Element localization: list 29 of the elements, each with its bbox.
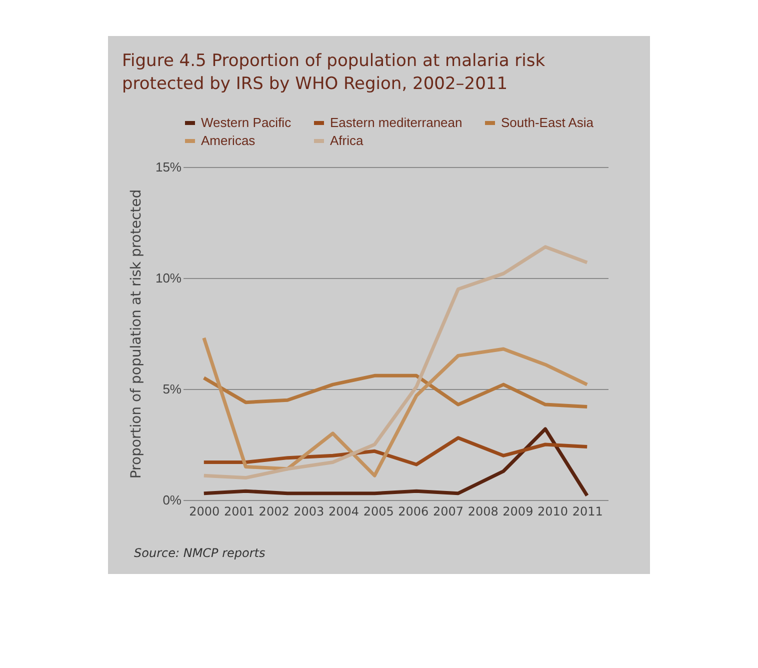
x-tick-label: 2008	[468, 504, 498, 518]
y-tick-label: 5%	[162, 382, 182, 396]
x-tick-label: 2009	[502, 504, 534, 518]
line-series	[202, 427, 589, 498]
legend-label: Americas	[201, 133, 256, 148]
y-tick-label: 15%	[155, 160, 182, 174]
line-series	[202, 374, 589, 409]
x-tick-label: 2000	[189, 504, 220, 518]
x-tick-label: 2005	[363, 504, 394, 518]
x-tick-label: 2002	[258, 504, 290, 518]
line-series	[202, 245, 589, 480]
x-tick-label: 2010	[537, 504, 568, 518]
x-tick-label: 2004	[328, 504, 360, 518]
source-note: Source: NMCP reports	[134, 546, 266, 560]
y-axis-title: Proportion of population at risk protected	[128, 189, 144, 479]
x-tick-label: 2001	[224, 504, 255, 518]
legend-label: Eastern mediterranean	[330, 115, 462, 130]
y-tick-label: 10%	[155, 270, 182, 286]
y-tick-label: 0%	[162, 492, 182, 508]
chart-title: Figure 4.5 Proportion of population at malaria risk protected by IRS by WHO Region, 2002–2011	[122, 50, 546, 96]
x-tick-label: 2003	[294, 504, 324, 518]
x-tick-label: 2006	[398, 504, 429, 518]
x-tick-label: 2007	[432, 504, 464, 518]
x-tick-label: 2011	[572, 504, 603, 518]
legend-label: South-East Asia	[501, 115, 594, 130]
line-series	[202, 336, 589, 478]
line-series	[202, 436, 589, 466]
legend-label: Western Pacific	[201, 115, 292, 130]
legend-label: Africa	[330, 133, 364, 148]
